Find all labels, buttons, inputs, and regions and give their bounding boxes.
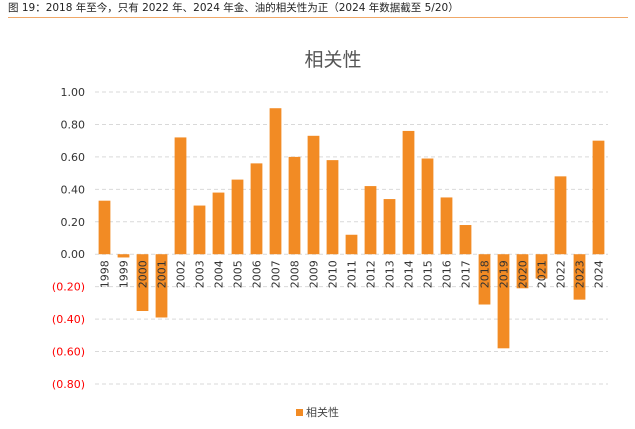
x-tick-label: 2013	[384, 260, 397, 288]
bar-2017	[459, 225, 472, 255]
bar-2000	[136, 254, 149, 311]
bars	[98, 108, 605, 349]
x-tick-label: 2005	[232, 260, 245, 288]
caption-divider	[8, 17, 628, 18]
bar-1999	[117, 254, 130, 258]
y-axis-ticks: 1.00 0.80 0.60 0.40 0.20 0.00 (0.20) (0.40) (0.6…	[52, 86, 85, 391]
y-tick-label: 0.40	[61, 183, 86, 196]
bar-2016	[440, 197, 453, 255]
x-tick-label: 2021	[536, 260, 549, 288]
bar-2013	[383, 199, 396, 255]
x-tick-label: 2012	[365, 260, 378, 288]
x-tick-label: 2010	[327, 260, 340, 288]
bar-2001	[155, 254, 168, 318]
bar-2009	[307, 135, 320, 255]
x-tick-label: 2020	[517, 260, 530, 288]
y-tick-label: 1.00	[61, 86, 86, 99]
x-tick-label: 2023	[574, 260, 587, 288]
bar-2019	[497, 254, 510, 349]
y-tick-label: (0.60)	[52, 346, 85, 359]
bar-2024	[592, 140, 605, 255]
y-tick-label: (0.80)	[52, 378, 85, 391]
x-tick-label: 2007	[270, 260, 283, 288]
bar-2005	[231, 179, 244, 255]
x-tick-label: 2018	[479, 260, 492, 288]
bar-2011	[345, 234, 358, 255]
x-tick-label: 2024	[593, 260, 606, 288]
bar-1998	[98, 200, 111, 255]
bar-2015	[421, 158, 434, 255]
x-tick-label: 2004	[213, 260, 226, 288]
chart-title: 相关性	[304, 49, 361, 71]
y-tick-label: 0.80	[61, 118, 86, 131]
bar-2012	[364, 186, 377, 255]
figure-caption: 图 19：2018 年至今，只有 2022 年、2024 年金、油的相关性为正（…	[8, 2, 459, 14]
x-tick-label: 2003	[194, 260, 207, 288]
x-tick-label: 2009	[308, 260, 321, 288]
bar-2023	[573, 254, 586, 300]
correlation-bar-chart: 相关性 1.00 0.80 0.60 0.40 0.20 0.00 (0.20) (0.40)…	[52, 49, 608, 391]
x-axis-ticks: 1998 1999 2000 2001 2002 2003 2004 2005 2006 2007…	[99, 260, 606, 288]
bar-2008	[288, 156, 301, 255]
x-tick-label: 2019	[498, 260, 511, 288]
x-tick-label: 2006	[251, 260, 264, 288]
bar-2004	[212, 192, 225, 255]
bar-2018	[478, 254, 491, 305]
bar-2007	[269, 108, 282, 255]
y-tick-label: 0.20	[61, 216, 86, 229]
x-tick-label: 2022	[555, 260, 568, 288]
x-tick-label: 2001	[156, 260, 169, 288]
legend-label: 相关性	[306, 406, 339, 419]
x-tick-label: 2017	[460, 260, 473, 288]
x-tick-label: 2008	[289, 260, 302, 288]
x-tick-label: 1998	[99, 260, 112, 288]
legend: 相关性	[0, 404, 635, 420]
y-tick-label: 0.60	[61, 151, 86, 164]
bar-2003	[193, 205, 206, 255]
legend-swatch	[296, 409, 303, 416]
bar-2010	[326, 160, 339, 255]
bar-2021	[535, 254, 548, 279]
bar-2020	[516, 254, 529, 289]
x-tick-label: 2015	[422, 260, 435, 288]
x-tick-label: 2011	[346, 260, 359, 288]
bar-2002	[174, 137, 187, 255]
x-tick-label: 2016	[441, 260, 454, 288]
bar-2014	[402, 130, 415, 255]
y-tick-label: 0.00	[61, 248, 86, 261]
y-tick-label: (0.20)	[52, 281, 85, 294]
x-tick-label: 1999	[118, 260, 131, 288]
x-tick-label: 2014	[403, 260, 416, 288]
y-tick-label: (0.40)	[52, 313, 85, 326]
x-tick-label: 2002	[175, 260, 188, 288]
x-tick-label: 2000	[137, 260, 150, 288]
bar-2006	[250, 163, 263, 255]
bar-2022	[554, 176, 567, 255]
